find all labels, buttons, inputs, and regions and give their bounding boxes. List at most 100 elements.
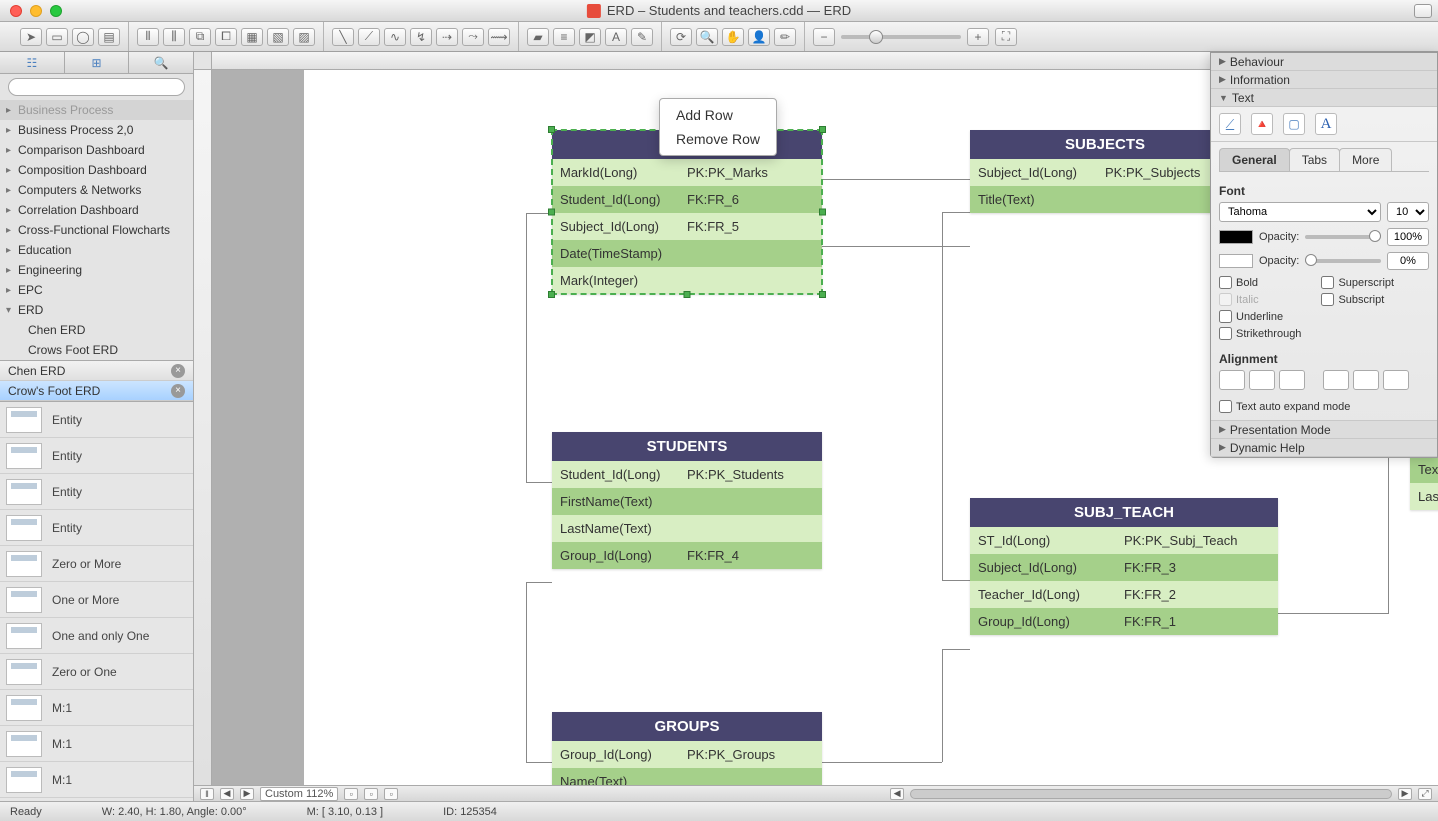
selection-handle[interactable] <box>548 209 555 216</box>
stencil-item[interactable]: M:1 <box>0 726 193 762</box>
tree-item[interactable]: ▸Correlation Dashboard <box>0 200 193 220</box>
italic-checkbox[interactable] <box>1219 293 1232 306</box>
pointer-tool-button[interactable]: ➤ <box>20 28 42 46</box>
maximize-icon[interactable] <box>1414 4 1432 18</box>
text-font-icon[interactable]: A <box>1315 113 1337 135</box>
font-size-select[interactable]: 10 <box>1387 202 1429 222</box>
page-prev-button[interactable]: ◀ <box>220 788 234 800</box>
zoom-out-button[interactable]: − <box>813 28 835 46</box>
connector-line[interactable] <box>526 762 552 763</box>
page-next-button[interactable]: ▶ <box>240 788 254 800</box>
zoom-in-button[interactable]: + <box>967 28 989 46</box>
erd-table-row[interactable]: Date(TimeStamp) <box>552 240 822 267</box>
pan-tool-button[interactable]: ✋ <box>722 28 744 46</box>
curve-tool-button[interactable]: ∿ <box>384 28 406 46</box>
open-tab[interactable]: Crow's Foot ERD× <box>0 381 193 401</box>
line-style-button[interactable]: ≡ <box>553 28 575 46</box>
align-button[interactable]: ⫴ <box>137 28 159 46</box>
connector-line[interactable] <box>942 580 970 581</box>
tree-item-child[interactable]: Crows Foot ERD <box>0 340 193 360</box>
selection-handle[interactable] <box>684 291 691 298</box>
open-tab[interactable]: Chen ERD× <box>0 361 193 381</box>
context-menu-remove-row[interactable]: Remove Row <box>660 127 776 151</box>
context-menu-add-row[interactable]: Add Row <box>660 103 776 127</box>
valign-top-button[interactable] <box>1323 370 1349 390</box>
stencil-item[interactable]: Entity <box>0 438 193 474</box>
connector-line[interactable] <box>942 649 943 762</box>
selection-handle[interactable] <box>819 209 826 216</box>
align-center-button[interactable] <box>1249 370 1275 390</box>
selection-handle[interactable] <box>548 126 555 133</box>
erd-table-row[interactable]: LastName(Text) <box>1410 483 1438 510</box>
erd-table-row[interactable]: FirstName(Text) <box>552 488 822 515</box>
eraser-button[interactable]: ✏ <box>774 28 796 46</box>
group-button[interactable]: ⧉ <box>189 28 211 46</box>
connector-line[interactable] <box>942 212 943 580</box>
erd-table-row[interactable]: Title(Text) <box>970 186 1240 213</box>
inspector-tab-more[interactable]: More <box>1339 148 1392 171</box>
tree-item[interactable]: ▸Business Process <box>0 100 193 120</box>
close-tab-icon[interactable]: × <box>171 364 185 378</box>
distribute-button[interactable]: ⫼ <box>163 28 185 46</box>
inspector-section-behaviour[interactable]: ▶Behaviour <box>1211 53 1437 71</box>
stroke-opacity-slider[interactable] <box>1305 259 1381 263</box>
erd-table-row[interactable]: Group_Id(Long)PK:PK_Groups <box>552 741 822 768</box>
scroll-right-button[interactable]: ▶ <box>1398 788 1412 800</box>
stencil-item[interactable]: M:1 <box>0 690 193 726</box>
stencil-item[interactable]: M:1 <box>0 798 193 801</box>
lock-button[interactable]: ▨ <box>293 28 315 46</box>
tree-item[interactable]: ▸Engineering <box>0 260 193 280</box>
scroll-end-button[interactable]: ⤢ <box>1418 788 1432 800</box>
connector-line[interactable] <box>526 582 552 583</box>
tree-item[interactable]: ▸Composition Dashboard <box>0 160 193 180</box>
connector-line[interactable] <box>526 582 527 762</box>
text-bg-icon[interactable]: ▢ <box>1283 113 1305 135</box>
font-style-button[interactable]: A <box>605 28 627 46</box>
erd-table-row[interactable]: Mark(Integer) <box>552 267 822 294</box>
tree-item[interactable]: ▸EPC <box>0 280 193 300</box>
tree-item-child[interactable]: Chen ERD <box>0 320 193 340</box>
zoom-select[interactable]: Custom 112% <box>260 787 338 801</box>
back-button[interactable]: ▧ <box>267 28 289 46</box>
sidebar-tab-library[interactable]: ⊞ <box>65 52 130 73</box>
connector2-tool-button[interactable]: ⇢ <box>436 28 458 46</box>
zoom-window-button[interactable] <box>50 5 62 17</box>
layout-btn3[interactable]: ▫ <box>384 788 398 800</box>
erd-table-row[interactable]: Group_Id(Long)FK:FR_4 <box>552 542 822 569</box>
layout-btn1[interactable]: ▫ <box>344 788 358 800</box>
line-tool-button[interactable]: ╲ <box>332 28 354 46</box>
tree-item[interactable]: ▸Cross-Functional Flowcharts <box>0 220 193 240</box>
inspector-tab-general[interactable]: General <box>1219 148 1290 171</box>
erd-table-row[interactable]: Subject_Id(Long)PK:PK_Subjects <box>970 159 1240 186</box>
zoom-slider[interactable] <box>841 35 961 39</box>
fill-opacity-value[interactable] <box>1387 228 1429 246</box>
connector-tool-button[interactable]: ↯ <box>410 28 432 46</box>
erd-table-row[interactable]: Student_Id(Long)PK:PK_Students <box>552 461 822 488</box>
connector3-tool-button[interactable]: ⤳ <box>462 28 484 46</box>
tree-item[interactable]: ▸Business Process 2,0 <box>0 120 193 140</box>
valign-bottom-button[interactable] <box>1383 370 1409 390</box>
eyedropper-button[interactable]: 👤 <box>748 28 770 46</box>
stencil-item[interactable]: One or More <box>0 582 193 618</box>
inspector-tab-tabs[interactable]: Tabs <box>1289 148 1340 171</box>
sidebar-tab-search[interactable]: 🔍 <box>129 52 193 73</box>
subscript-checkbox[interactable] <box>1321 293 1334 306</box>
strike-checkbox[interactable] <box>1219 327 1232 340</box>
erd-table-row[interactable]: Student_Id(Long)FK:FR_6 <box>552 186 822 213</box>
align-right-button[interactable] <box>1279 370 1305 390</box>
connector-line[interactable] <box>822 179 970 180</box>
rectangle-tool-button[interactable]: ▭ <box>46 28 68 46</box>
bold-checkbox[interactable] <box>1219 276 1232 289</box>
text-color-icon[interactable]: 🔺 <box>1251 113 1273 135</box>
connector-line[interactable] <box>1278 613 1388 614</box>
selection-handle[interactable] <box>819 291 826 298</box>
erd-table-students[interactable]: STUDENTSStudent_Id(Long)PK:PK_StudentsFi… <box>552 432 822 569</box>
arc-tool-button[interactable]: ⟋ <box>358 28 380 46</box>
text-tool-button[interactable]: ▤ <box>98 28 120 46</box>
erd-table-row[interactable]: Text) <box>1410 456 1438 483</box>
connector-line[interactable] <box>526 482 552 483</box>
erd-table-row[interactable]: LastName(Text) <box>552 515 822 542</box>
tree-item[interactable]: ▸Computers & Networks <box>0 180 193 200</box>
stencil-item[interactable]: Zero or One <box>0 654 193 690</box>
stencil-item[interactable]: Entity <box>0 510 193 546</box>
